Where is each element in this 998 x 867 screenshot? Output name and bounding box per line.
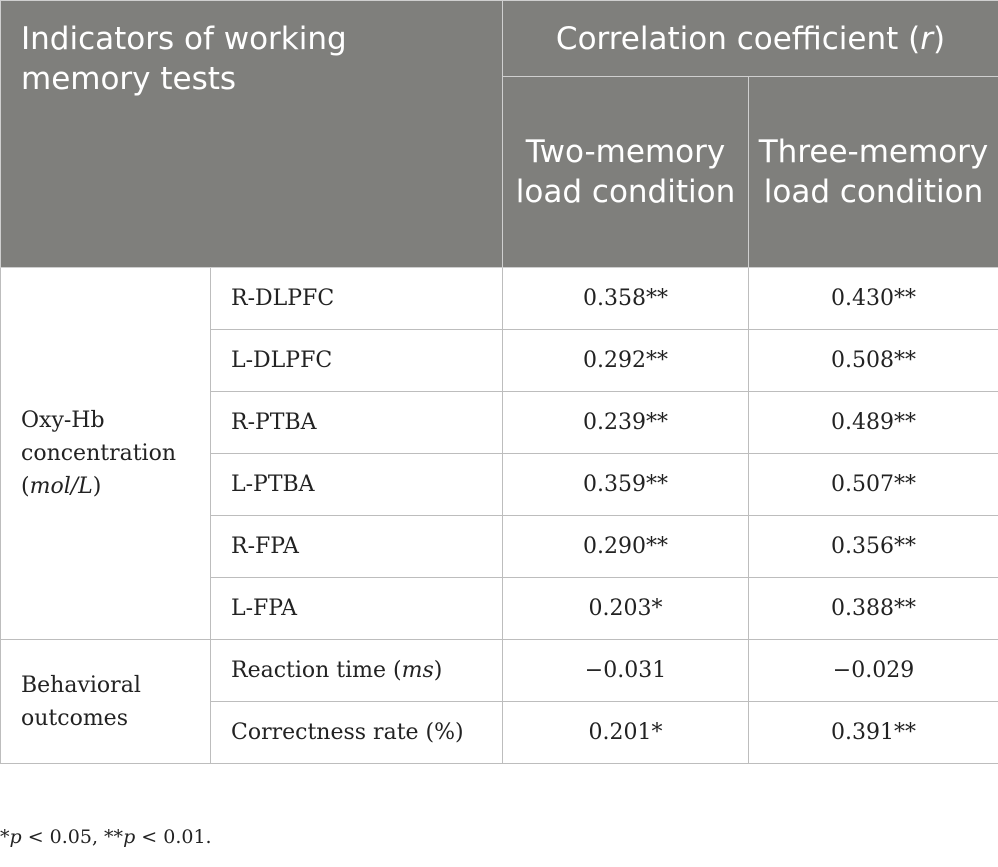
group-oxy-line1: Oxy-Hb <box>21 408 105 433</box>
table-row: L-DLPFC 0.292** 0.508** <box>1 329 998 392</box>
table-row: Oxy-Hb concentration (mol/L) R-DLPFC 0.3… <box>0 267 998 640</box>
group-behavioral-line2: outcomes <box>21 705 128 731</box>
group-oxy-unit-open: ( <box>21 474 30 499</box>
header-two-load-text: Two-memory load condition <box>515 134 736 211</box>
row-label: L-FPA <box>209 577 504 640</box>
group-oxy-line2: concentration <box>21 441 177 466</box>
footnote-star: * <box>0 826 10 848</box>
group-behavioral: Behavioral outcomes <box>0 639 211 764</box>
row-label: Reaction time (ms) <box>209 639 504 702</box>
header-correlation-text: Correlation coefficient ( <box>555 20 921 57</box>
row-label: L-PTBA <box>209 453 504 516</box>
two-load-value: 0.290** <box>502 515 750 578</box>
two-load-value: 0.201* <box>502 701 750 764</box>
header-correlation-suffix: ) <box>933 20 946 57</box>
row-label-unit-close: ) <box>433 658 443 683</box>
header-indicators: Indicators of working memory tests <box>0 0 504 268</box>
row-label-unit: ms <box>401 658 434 683</box>
group-behavioral-line1: Behavioral <box>21 672 141 698</box>
three-load-value: 0.388** <box>748 577 998 640</box>
three-load-value: 0.507** <box>748 453 998 516</box>
table-row: Correctness rate (%) 0.201* 0.391** <box>1 701 998 764</box>
row-label-text: Reaction time ( <box>231 658 402 683</box>
group-oxy-hb: Oxy-Hb concentration (mol/L) <box>0 267 211 640</box>
three-load-value: 0.391** <box>748 701 998 764</box>
two-load-value: 0.359** <box>502 453 750 516</box>
three-load-value: 0.508** <box>748 329 998 392</box>
row-label: R-FPA <box>209 515 504 578</box>
group-oxy-unit-close: ) <box>92 474 102 499</box>
header-two-load: Two-memory load condition <box>502 76 750 268</box>
footnote-text1: < 0.05, ** <box>21 826 124 848</box>
footnote-p1: p <box>9 826 22 848</box>
footnote-p2: p <box>123 826 136 848</box>
header-three-load: Three-memory load condition <box>748 76 998 268</box>
correlation-table: Indicators of working memory tests Corre… <box>0 0 998 764</box>
two-load-value: −0.031 <box>502 639 750 702</box>
two-load-value: 0.292** <box>502 329 750 392</box>
footnote: *p < 0.05, **p < 0.01. <box>0 826 212 848</box>
three-load-value: 0.356** <box>748 515 998 578</box>
two-load-value: 0.239** <box>502 391 750 454</box>
two-load-value: 0.358** <box>502 267 750 330</box>
table-row: L-FPA 0.203* 0.388** <box>1 577 998 640</box>
row-label: L-DLPFC <box>209 329 504 392</box>
row-label: R-DLPFC <box>209 267 504 330</box>
three-load-value: −0.029 <box>748 639 998 702</box>
header-three-load-text: Three-memory load condition <box>758 134 989 211</box>
row-label: R-PTBA <box>209 391 504 454</box>
header-indicators-text: Indicators of working memory tests <box>21 21 347 97</box>
header-correlation-symbol: r <box>920 20 933 57</box>
two-load-value: 0.203* <box>502 577 750 640</box>
header-correlation: Correlation coefficient (r) <box>502 0 998 78</box>
row-label: Correctness rate (%) <box>209 701 504 764</box>
group-oxy-unit: mol/L <box>29 474 93 499</box>
three-load-value: 0.489** <box>748 391 998 454</box>
table-row: R-FPA 0.290** 0.356** <box>1 515 998 578</box>
three-load-value: 0.430** <box>748 267 998 330</box>
footnote-text2: < 0.01. <box>135 826 212 848</box>
table-row: Behavioral outcomes Reaction time (ms) −… <box>0 639 998 764</box>
